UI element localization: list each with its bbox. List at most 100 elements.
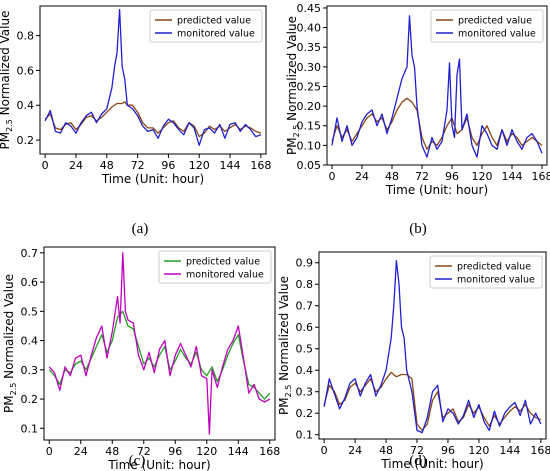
x-tick-label: 168 — [259, 445, 280, 458]
y-tick-label: 0.05 — [297, 159, 322, 172]
legend: predicted value monitored value — [430, 9, 544, 43]
y-tick-label: 0.3 — [21, 364, 39, 377]
x-tick-label: 48 — [379, 444, 393, 457]
y-tick-label: 0.15 — [297, 120, 322, 133]
legend-box — [430, 9, 544, 43]
y-tick-label: 0.7 — [21, 247, 39, 260]
legend-entry: predicted value — [457, 262, 531, 273]
x-axis-label: Time (Unit: hour) — [101, 172, 204, 186]
x-tick-label: 48 — [100, 159, 114, 172]
panel-caption: (c) — [129, 453, 146, 469]
y-axis-label: PM2.5 Normalized Value — [277, 276, 293, 415]
y-tick-label: 0.1 — [296, 429, 314, 442]
x-tick-label: 144 — [220, 159, 241, 172]
x-tick-label: 120 — [196, 445, 217, 458]
legend-entry: predicted value — [458, 16, 532, 27]
panel-caption: (b) — [409, 221, 427, 237]
y-tick-label: 0.1 — [21, 422, 39, 435]
y-tick-label: 0.5 — [21, 305, 39, 318]
y-axis-label-rest: Normalized Value — [2, 274, 16, 383]
y-axis-label: PM2.5 Normalized Value — [2, 274, 18, 413]
chart-panel-3: 0 24 48 72 96 120 144 168 0.1 0.2 0.3 0.4 0.5 0.6 0.7 T… — [2, 246, 280, 471]
y-tick-label: 0.25 — [297, 80, 322, 93]
x-tick-label: 144 — [502, 170, 523, 183]
series-line-predicted — [44, 101, 262, 138]
series-line-predicted — [331, 97, 543, 150]
y-axis-label-subscript: 2.5 — [9, 383, 18, 396]
x-tick-label: 168 — [250, 159, 271, 172]
y-axis-label-main: PM — [277, 397, 291, 415]
x-tick-label: 144 — [499, 444, 520, 457]
y-tick-label: 0.4 — [21, 335, 39, 348]
y-tick-label: 0.2 — [17, 134, 35, 147]
y-tick-label: 0.6 — [17, 64, 35, 77]
x-tick-label: 24 — [74, 445, 88, 458]
chart-panel-4: 0 24 48 72 96 120 144 168 0.1 0.2 0.3 0.4 0.5 0.6 0.7 0… — [277, 251, 550, 471]
y-tick-label: 0.7 — [296, 300, 314, 313]
y-axis-label-subscript: 2.5 — [5, 119, 14, 132]
chart-panel-1: 0 24 48 72 96 120 144 168 0.2 0.4 0.6 0.8 Time (Unit… — [0, 5, 271, 237]
x-tick-label: 72 — [137, 445, 151, 458]
y-axis-label-main: PM — [0, 132, 12, 150]
legend-entry: monitored value — [186, 270, 264, 281]
y-tick-label: 0.3 — [296, 386, 314, 399]
y-tick-label: 0.4 — [296, 364, 314, 377]
y-tick-label: 0.2 — [21, 393, 39, 406]
legend-box — [429, 255, 543, 289]
y-tick-label: 0.6 — [296, 321, 314, 334]
x-tick-label: 0 — [329, 170, 336, 183]
y-tick-label: 0.6 — [21, 276, 39, 289]
x-tick-label: 24 — [69, 159, 83, 172]
y-tick-label: 0.20 — [297, 100, 322, 113]
plot-frame — [318, 251, 547, 440]
y-axis-label: PM2.5 Normalized Value — [0, 11, 14, 150]
x-tick-label: 72 — [415, 170, 429, 183]
x-tick-label: 144 — [228, 445, 249, 458]
legend-entry: monitored value — [177, 29, 255, 40]
x-tick-label: 168 — [532, 170, 550, 183]
x-tick-label: 96 — [161, 159, 175, 172]
y-axis-label-subscript: 2.5 — [292, 125, 301, 138]
series-line-monitored — [48, 252, 271, 435]
legend-entry: monitored value — [457, 275, 535, 286]
y-axis-label-rest: Normalized Value — [285, 16, 299, 125]
series-line-predicted — [48, 310, 271, 400]
y-tick-label: 0.45 — [297, 2, 322, 15]
x-tick-label: 24 — [348, 444, 362, 457]
plot-frame — [326, 5, 548, 166]
legend: predicted value monitored value — [429, 255, 543, 289]
panel-caption: (d) — [409, 453, 427, 469]
x-tick-label: 120 — [468, 444, 489, 457]
y-tick-label: 0.30 — [297, 61, 322, 74]
y-tick-label: 0.4 — [17, 99, 35, 112]
x-tick-label: 48 — [385, 170, 399, 183]
y-tick-label: 0.5 — [296, 343, 314, 356]
y-axis-label-rest: Normalized Value — [0, 11, 12, 120]
y-tick-label: 0.2 — [296, 407, 314, 420]
legend-entry: monitored value — [458, 29, 536, 40]
y-tick-label: 0.40 — [297, 22, 322, 35]
y-axis-label-main: PM — [2, 395, 16, 413]
x-tick-label: 96 — [168, 445, 182, 458]
y-axis-label-main: PM — [285, 137, 299, 155]
x-tick-label: 96 — [445, 170, 459, 183]
y-tick-label: 0.8 — [296, 278, 314, 291]
legend-entry: predicted value — [177, 16, 251, 27]
y-tick-label: 0.10 — [297, 139, 322, 152]
plot-frame — [39, 5, 267, 155]
series-line-monitored — [331, 15, 543, 158]
y-axis-label-subscript: 2.5 — [284, 385, 293, 398]
x-tick-label: 96 — [441, 444, 455, 457]
x-axis-label: Time (Unit: hour) — [380, 457, 483, 471]
series-line-monitored — [323, 259, 542, 434]
y-tick-label: 0.9 — [296, 257, 314, 270]
chart-panel-2: 0 24 48 72 96 120 144 168 0.05 0.10 0.15 0.20 0.25 0.… — [285, 2, 550, 237]
x-tick-label: 0 — [321, 444, 328, 457]
x-tick-label: 0 — [46, 445, 53, 458]
y-tick-label: 0.35 — [297, 41, 322, 54]
x-tick-label: 120 — [189, 159, 210, 172]
x-tick-label: 0 — [42, 159, 49, 172]
panel-caption: (a) — [132, 221, 149, 237]
x-tick-label: 168 — [530, 444, 550, 457]
